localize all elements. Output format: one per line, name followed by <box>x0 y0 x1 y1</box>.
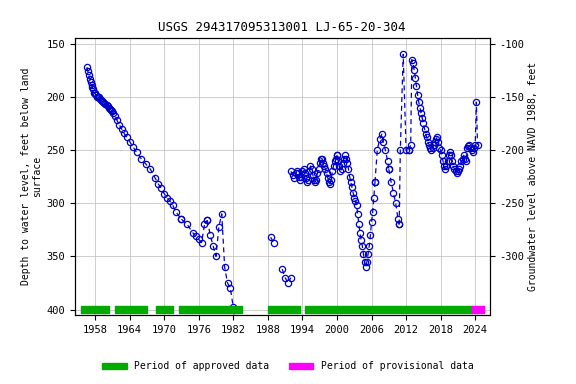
Legend: Period of approved data, Period of provisional data: Period of approved data, Period of provi… <box>98 358 478 375</box>
Title: USGS 294317095313001 LJ-65-20-304: USGS 294317095313001 LJ-65-20-304 <box>158 22 406 35</box>
Y-axis label: Groundwater level above NAVD 1988, feet: Groundwater level above NAVD 1988, feet <box>529 62 539 291</box>
Y-axis label: Depth to water level, feet below land
surface: Depth to water level, feet below land su… <box>21 68 42 285</box>
